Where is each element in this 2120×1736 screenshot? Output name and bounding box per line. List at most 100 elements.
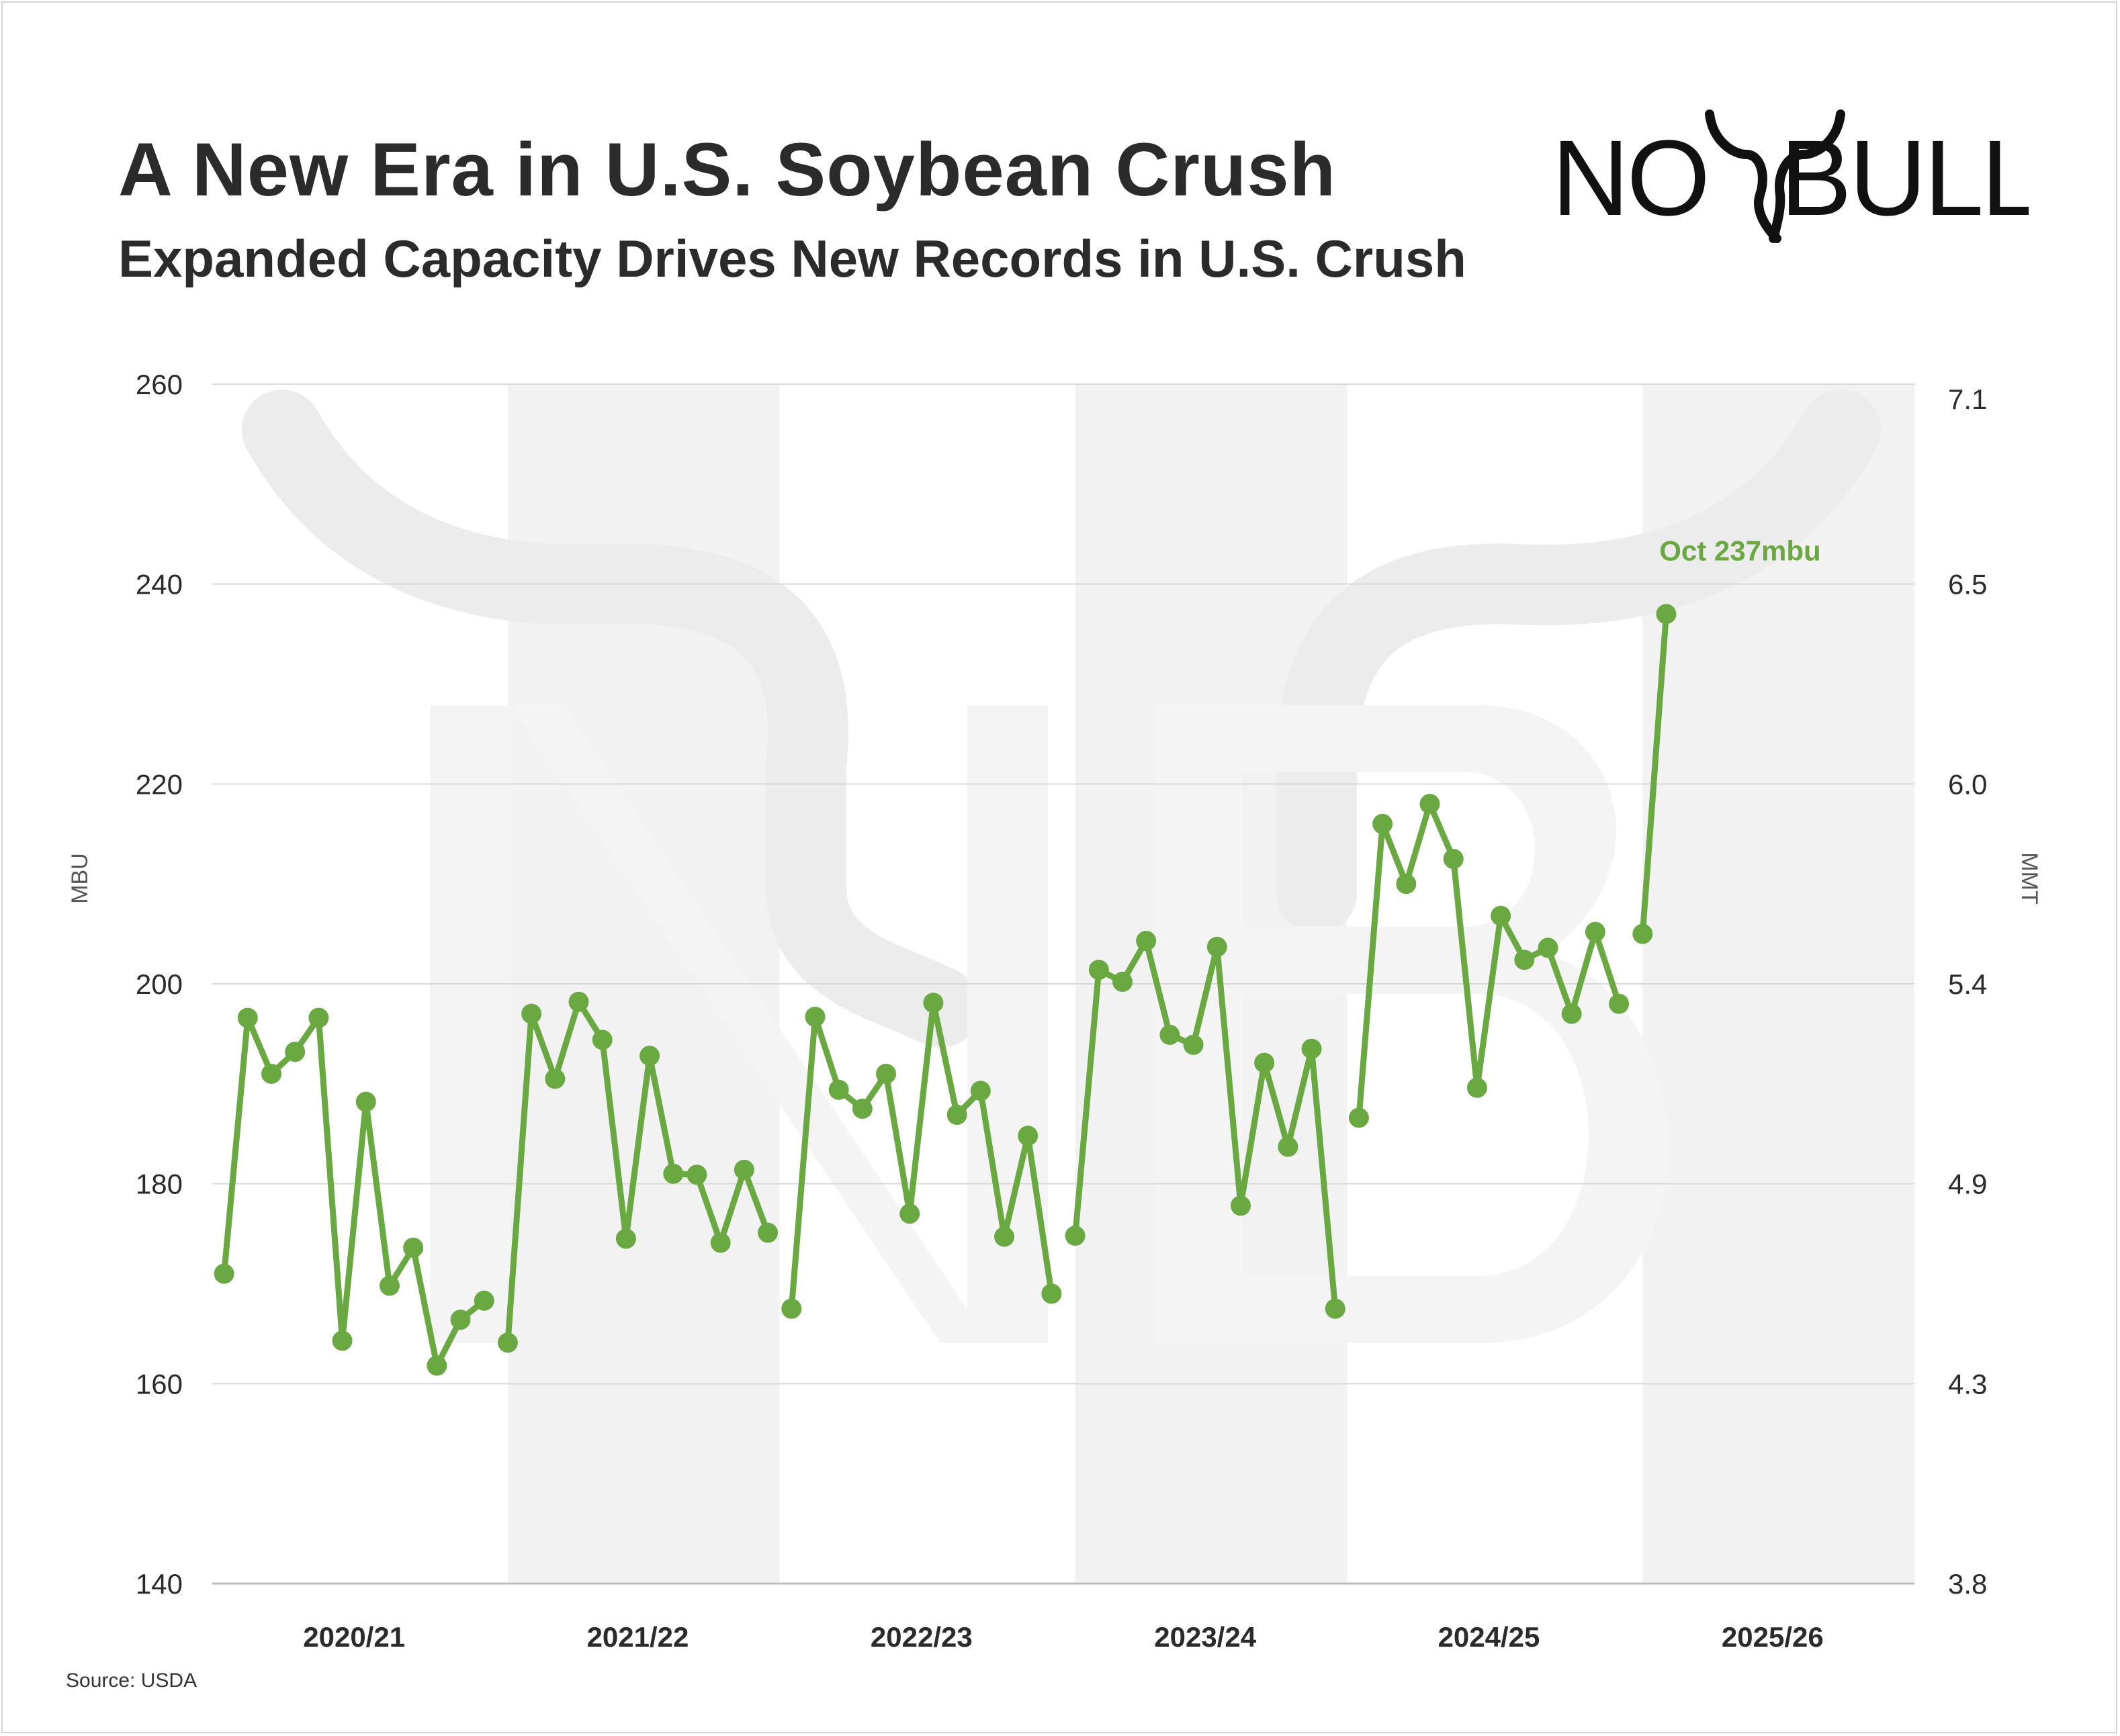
series-line [504,999,771,1346]
data-point [805,1007,826,1027]
data-point [1159,1024,1180,1045]
data-point [899,1203,920,1224]
x-axis: 2020/21 2021/22 2022/23 2023/24 2024/25 2025/… [303,1621,1823,1653]
watermark-letter-n [430,705,1048,1343]
y-axis-left: 140 160 180 200 220 240 260 [136,369,183,1600]
y-tick-label: 180 [136,1169,183,1200]
data-point [285,1042,306,1062]
y-tick-label: 220 [136,768,183,800]
x-tick-label: 2023/24 [1154,1621,1256,1653]
data-point [946,1104,967,1125]
data-point [332,1330,353,1351]
data-point [1491,905,1511,926]
data-point [1396,874,1417,895]
data-point [355,1091,376,1112]
data-point [1230,1195,1251,1216]
y-tick-label: 200 [136,968,183,1000]
data-point [994,1226,1015,1247]
logo-text-left: NO [1552,118,1708,238]
y-axis-right: 3.8 4.3 4.9 5.4 6.0 6.5 7.1 [1948,383,1987,1600]
data-point [1325,1298,1345,1319]
data-point [450,1310,471,1330]
data-point [1609,993,1630,1014]
x-tick-label: 2024/25 [1438,1621,1540,1653]
data-point [852,1099,873,1120]
data-point [758,1222,779,1243]
data-point [568,991,589,1012]
data-point [1632,923,1653,944]
y2-tick-label: 4.9 [1948,1169,1987,1200]
y-axis-label: MBU [67,853,93,904]
data-point [639,1046,660,1066]
data-point [1372,813,1393,834]
x-tick-label: 2022/23 [871,1621,973,1653]
data-point [1348,1107,1369,1128]
y2-tick-label: 3.8 [1948,1568,1987,1600]
data-point [1278,1136,1298,1157]
y-tick-label: 140 [136,1568,183,1600]
data-point [237,1007,258,1028]
data-point [1254,1052,1275,1073]
source-note: Source: USDA [66,1670,197,1692]
page-subtitle: Expanded Capacity Drives New Records in … [118,229,1466,288]
y2-tick-label: 6.5 [1948,569,1987,600]
series-line [1639,610,1669,938]
grid-lines [212,383,1914,1585]
data-point [1466,1077,1487,1098]
series-line [1356,801,1622,1121]
data-point [427,1355,447,1376]
series-line [788,999,1055,1312]
data-point [663,1163,684,1184]
data-point [1443,848,1464,869]
data-point [261,1063,281,1084]
data-point [1585,921,1605,942]
data-point [521,1003,542,1024]
data-point [1538,938,1558,958]
watermark-letter-b [1155,705,1669,1343]
data-point [828,1079,849,1100]
data-point [592,1030,613,1050]
data-point [923,993,944,1013]
data-point [474,1290,494,1311]
data-point [1561,1003,1582,1024]
data-point [379,1275,400,1296]
data-point [308,1007,329,1028]
data-point [1065,1226,1086,1246]
annotation-label: Oct 237mbu [1659,535,1820,566]
data-point [545,1068,566,1089]
data-point [1301,1038,1322,1059]
data-point [1514,950,1535,970]
data-point [1041,1283,1062,1304]
y2-tick-label: 7.1 [1948,383,1987,415]
data-point [781,1298,802,1319]
series-crush [214,604,1677,1376]
data-point [710,1232,731,1253]
x-tick-label: 2021/22 [587,1621,689,1653]
brand-logo: NO BULL [1552,109,2029,243]
data-point [1088,960,1109,980]
data-point [1018,1126,1039,1146]
data-point [1183,1034,1204,1055]
y2-tick-label: 4.3 [1948,1368,1987,1400]
data-point [615,1228,636,1249]
data-point [214,1263,234,1284]
data-point [1206,936,1227,957]
y2-tick-label: 6.0 [1948,768,1987,800]
data-point [1419,794,1440,815]
data-point [876,1063,897,1084]
data-point [1656,604,1677,625]
data-point [734,1159,754,1180]
y2-tick-label: 5.4 [1948,968,1987,1000]
y2-axis-label: MMT [2017,852,2042,904]
data-point [687,1164,707,1185]
y-tick-label: 160 [136,1368,183,1400]
x-tick-label: 2020/21 [303,1621,405,1653]
annotations: Oct 237mbu [1659,535,1820,566]
bull-horns-logo-icon [1705,109,1845,243]
page-title: A New Era in U.S. Soybean Crush [118,128,1337,212]
data-point [1136,931,1157,952]
x-tick-label: 2025/26 [1722,1621,1824,1653]
data-point [970,1081,991,1101]
